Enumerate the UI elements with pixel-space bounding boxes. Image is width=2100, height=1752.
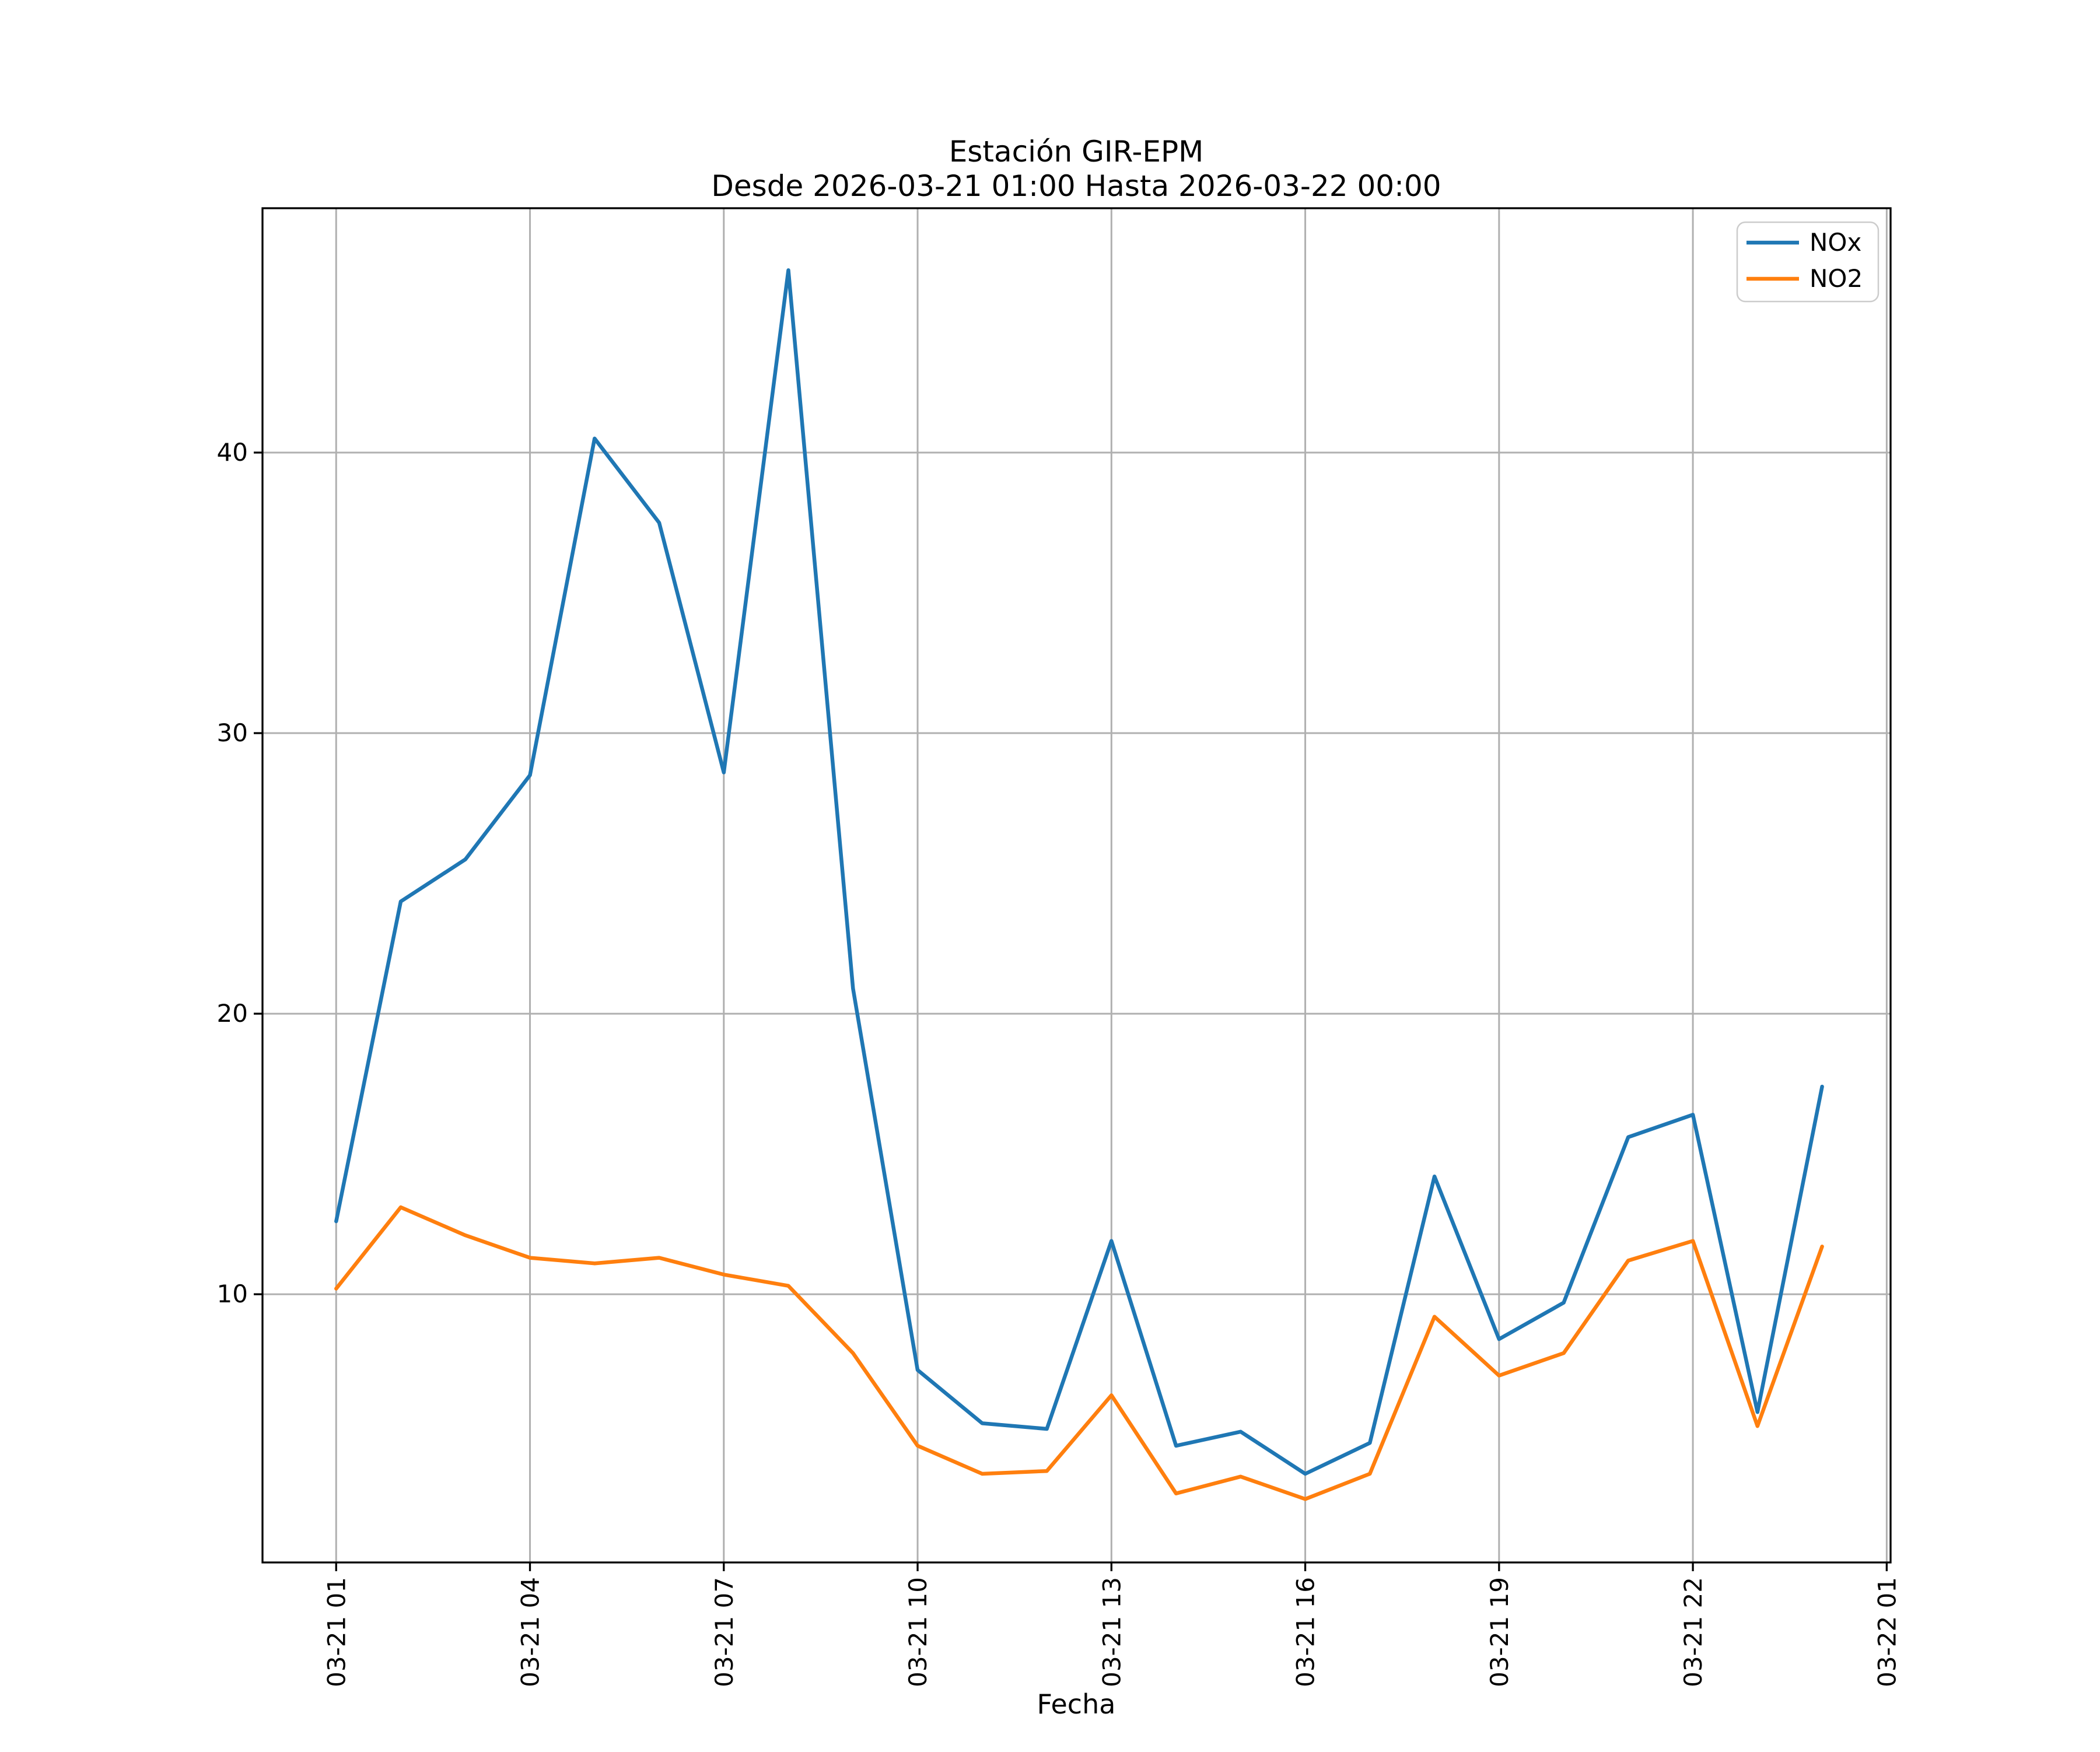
nox-line — [334, 268, 1824, 1476]
gridlines — [262, 208, 1891, 1562]
x-tick-label: 03-21 13 — [1097, 1577, 1126, 1687]
chart-subtitle: Desde 2026-03-21 01:00 Hasta 2026-03-22 … — [711, 169, 1441, 203]
legend-label-nox: NOx — [1810, 228, 1861, 257]
y-tick-label: 20 — [217, 999, 248, 1028]
x-tick-label: 03-21 19 — [1485, 1577, 1514, 1687]
x-tick-label: 03-21 22 — [1679, 1577, 1707, 1687]
legend-label-no2: NO2 — [1810, 264, 1863, 293]
x-tick-label: 03-21 16 — [1292, 1577, 1320, 1687]
x-axis-label: Fecha — [1037, 1688, 1116, 1720]
axis-ticks — [254, 451, 1888, 1571]
y-tick-labels: 10 20 30 40 — [217, 438, 248, 1308]
chart-title: Estación GIR-EPM — [949, 135, 1204, 169]
x-tick-labels: 03-21 01 03-21 04 03-21 07 03-21 10 03-21 13… — [322, 1577, 1901, 1687]
y-tick-label: 40 — [217, 438, 248, 467]
x-tick-label: 03-21 04 — [516, 1577, 545, 1687]
legend: NOx NO2 — [1736, 221, 1880, 303]
y-tick-label: 30 — [217, 719, 248, 747]
data-series — [334, 268, 1824, 1501]
y-tick-label: 10 — [217, 1280, 248, 1308]
x-tick-label: 03-21 01 — [322, 1577, 351, 1687]
plot-background — [262, 208, 1891, 1562]
x-tick-label: 03-21 07 — [710, 1577, 738, 1687]
x-tick-label: 03-21 10 — [904, 1577, 932, 1687]
x-tick-label: 03-22 01 — [1873, 1577, 1901, 1687]
plot-border — [261, 207, 1892, 1564]
no2-line — [334, 1205, 1824, 1501]
